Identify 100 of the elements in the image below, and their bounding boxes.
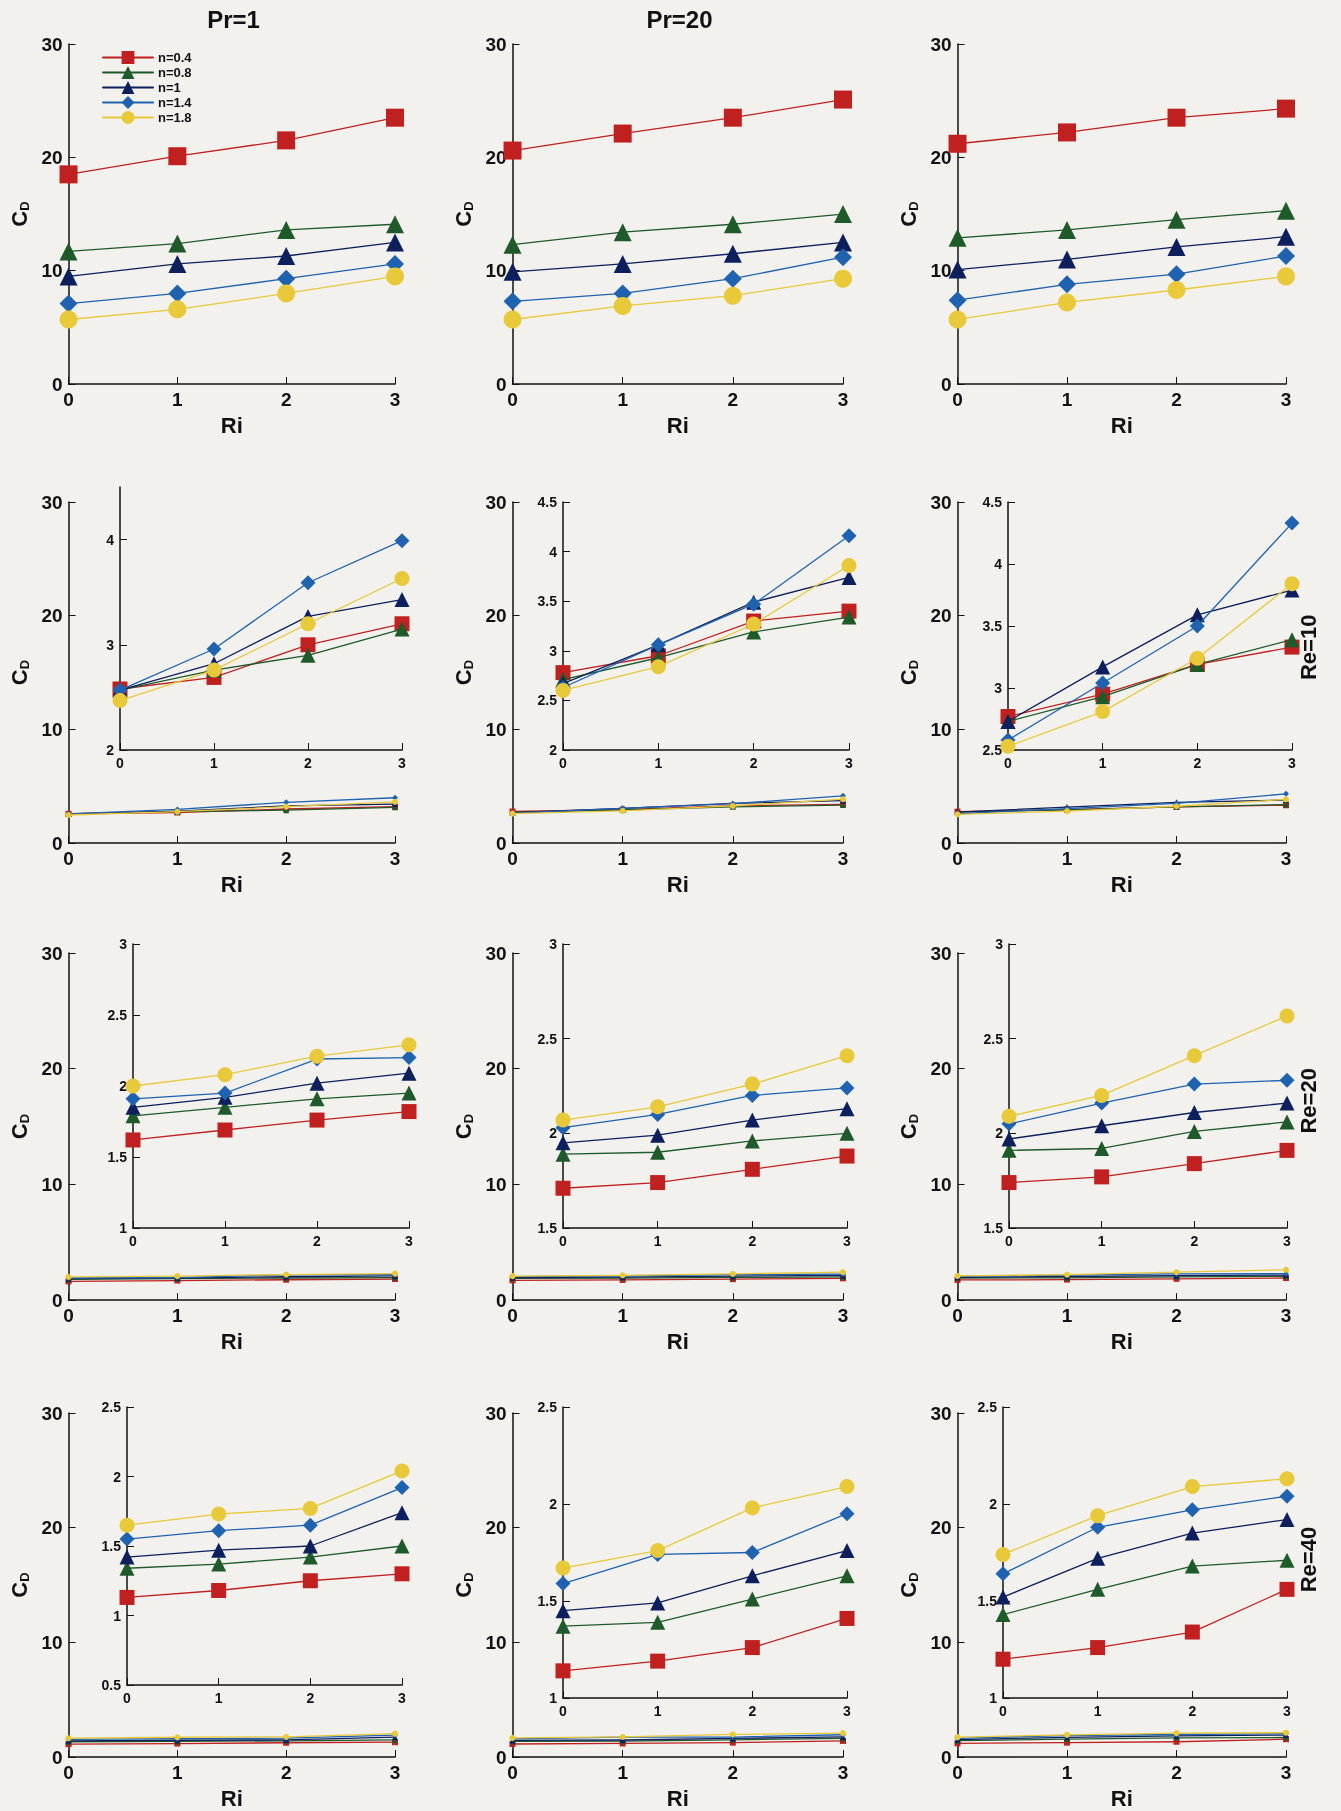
y-tick-label: 3 xyxy=(119,936,128,952)
y-tick-label: 2 xyxy=(119,1078,128,1094)
y-tick-label: 1.5 xyxy=(983,1220,1004,1236)
y-tick-label: 30 xyxy=(930,1402,952,1424)
x-tick-label: 2 xyxy=(1190,1233,1199,1249)
x-tick-label: 1 xyxy=(221,1233,230,1249)
x-tick-label: 0 xyxy=(559,1233,568,1249)
y-tick-label: 10 xyxy=(485,260,507,282)
x-axis-title: Ri xyxy=(1110,412,1133,438)
y-tick-label: 2.5 xyxy=(537,1030,558,1047)
legend-label: n=1.4 xyxy=(158,95,193,110)
y-tick-label: 2 xyxy=(995,1125,1004,1142)
x-tick-label: 3 xyxy=(837,848,849,870)
x-tick-label: 3 xyxy=(398,755,407,771)
y-tick-label: 3 xyxy=(549,936,558,952)
x-tick-label: 2 xyxy=(727,389,739,411)
y-tick-label: 3.5 xyxy=(537,593,558,610)
x-tick-label: 3 xyxy=(1288,755,1297,771)
x-tick-label: 3 xyxy=(1280,1762,1292,1784)
y-tick-label: 20 xyxy=(41,1058,63,1080)
x-tick-label: 1 xyxy=(172,389,184,411)
y-tick-label: 2 xyxy=(989,1496,998,1512)
y-tick-label: 2.5 xyxy=(537,1399,558,1415)
y-axis-title: CD xyxy=(6,659,32,686)
x-tick-label: 2 xyxy=(280,1305,292,1327)
x-tick-label: 2 xyxy=(727,848,739,870)
x-tick-label: 2 xyxy=(1171,389,1182,411)
y-tick-label: 3 xyxy=(549,642,558,659)
x-tick-label: 2 xyxy=(1171,848,1182,870)
y-tick-label: 1.5 xyxy=(537,1593,558,1609)
y-tick-label: 20 xyxy=(485,605,507,627)
x-tick-label: 1 xyxy=(1097,1233,1106,1249)
y-tick-label: 3 xyxy=(994,680,1003,696)
y-tick-label: 10 xyxy=(485,1631,507,1653)
x-tick-label: 2 xyxy=(280,848,292,870)
y-tick-label: 30 xyxy=(41,942,63,964)
y-tick-label: 20 xyxy=(485,1058,507,1080)
x-tick-label: 2 xyxy=(313,1233,322,1249)
x-tick-label: 1 xyxy=(1061,1762,1073,1784)
y-tick-label: 30 xyxy=(41,1402,63,1424)
x-tick-label: 1 xyxy=(617,389,629,411)
y-tick-label: 10 xyxy=(41,1173,63,1195)
text: Re=20 xyxy=(1295,1068,1321,1134)
y-tick-label: 2 xyxy=(549,1496,558,1512)
x-tick-label: 3 xyxy=(843,1703,852,1719)
y-tick-label: 3 xyxy=(995,936,1004,952)
x-tick-label: 1 xyxy=(1061,389,1073,411)
y-tick-label: 1.5 xyxy=(107,1149,128,1165)
y-tick-label: 20 xyxy=(41,605,63,627)
y-tick-label: 20 xyxy=(930,605,952,627)
x-tick-label: 1 xyxy=(172,848,184,870)
x-tick-label: 1 xyxy=(172,1762,184,1784)
x-tick-label: 1 xyxy=(617,848,629,870)
y-tick-label: 0 xyxy=(940,1289,952,1311)
x-tick-label: 1 xyxy=(210,755,219,771)
y-tick-label: 30 xyxy=(41,491,63,513)
x-tick-label: 1 xyxy=(1093,1703,1102,1719)
y-tick-label: 30 xyxy=(41,33,63,55)
x-tick-label: 3 xyxy=(405,1233,414,1249)
y-tick-label: 0 xyxy=(940,373,952,395)
y-axis-title: CD xyxy=(895,1572,921,1598)
y-tick-label: 2 xyxy=(549,742,558,758)
y-tick-label: 0 xyxy=(940,1746,952,1768)
y-axis-title: CD xyxy=(450,1572,476,1598)
x-tick-label: 2 xyxy=(280,389,292,411)
x-tick-label: 3 xyxy=(843,1233,852,1249)
x-tick-label: 1 xyxy=(1061,848,1073,870)
x-tick-label: 2 xyxy=(748,1233,757,1249)
x-tick-label: 2 xyxy=(304,755,313,771)
x-tick-label: 2 xyxy=(749,755,758,771)
x-tick-label: 3 xyxy=(837,389,849,411)
y-tick-label: 0 xyxy=(51,373,63,395)
y-tick-label: 0 xyxy=(495,832,507,854)
x-tick-label: 0 xyxy=(559,755,568,771)
x-tick-label: 1 xyxy=(653,1703,662,1719)
y-axis-title: CD xyxy=(895,1113,921,1140)
y-tick-label: 4 xyxy=(994,556,1003,572)
y-tick-label: 20 xyxy=(930,146,952,168)
y-tick-label: 10 xyxy=(930,1631,952,1653)
y-tick-label: 20 xyxy=(41,1517,63,1539)
y-tick-label: 2 xyxy=(113,1468,122,1485)
x-tick-label: 2 xyxy=(727,1762,739,1784)
text: Re=40 xyxy=(1295,1526,1321,1593)
x-tick-label: 3 xyxy=(389,1762,401,1784)
x-tick-label: 2 xyxy=(1193,755,1202,771)
chart-title: Pr=20 xyxy=(646,5,713,33)
x-tick-label: 3 xyxy=(845,755,854,771)
x-tick-label: 1 xyxy=(617,1762,629,1784)
x-tick-label: 3 xyxy=(389,848,401,870)
y-axis-title: CD xyxy=(450,201,476,227)
x-tick-label: 3 xyxy=(1283,1703,1292,1719)
x-tick-label: 3 xyxy=(398,1690,407,1706)
y-tick-label: 2.5 xyxy=(983,1030,1004,1047)
x-tick-label: 1 xyxy=(653,1233,662,1249)
y-tick-label: 30 xyxy=(485,33,507,55)
y-tick-label: 0 xyxy=(940,832,952,854)
x-axis-title: Ri xyxy=(220,1785,243,1811)
x-tick-label: 0 xyxy=(559,1703,568,1719)
x-axis-title: Ri xyxy=(666,1328,689,1354)
y-tick-label: 30 xyxy=(930,33,952,55)
